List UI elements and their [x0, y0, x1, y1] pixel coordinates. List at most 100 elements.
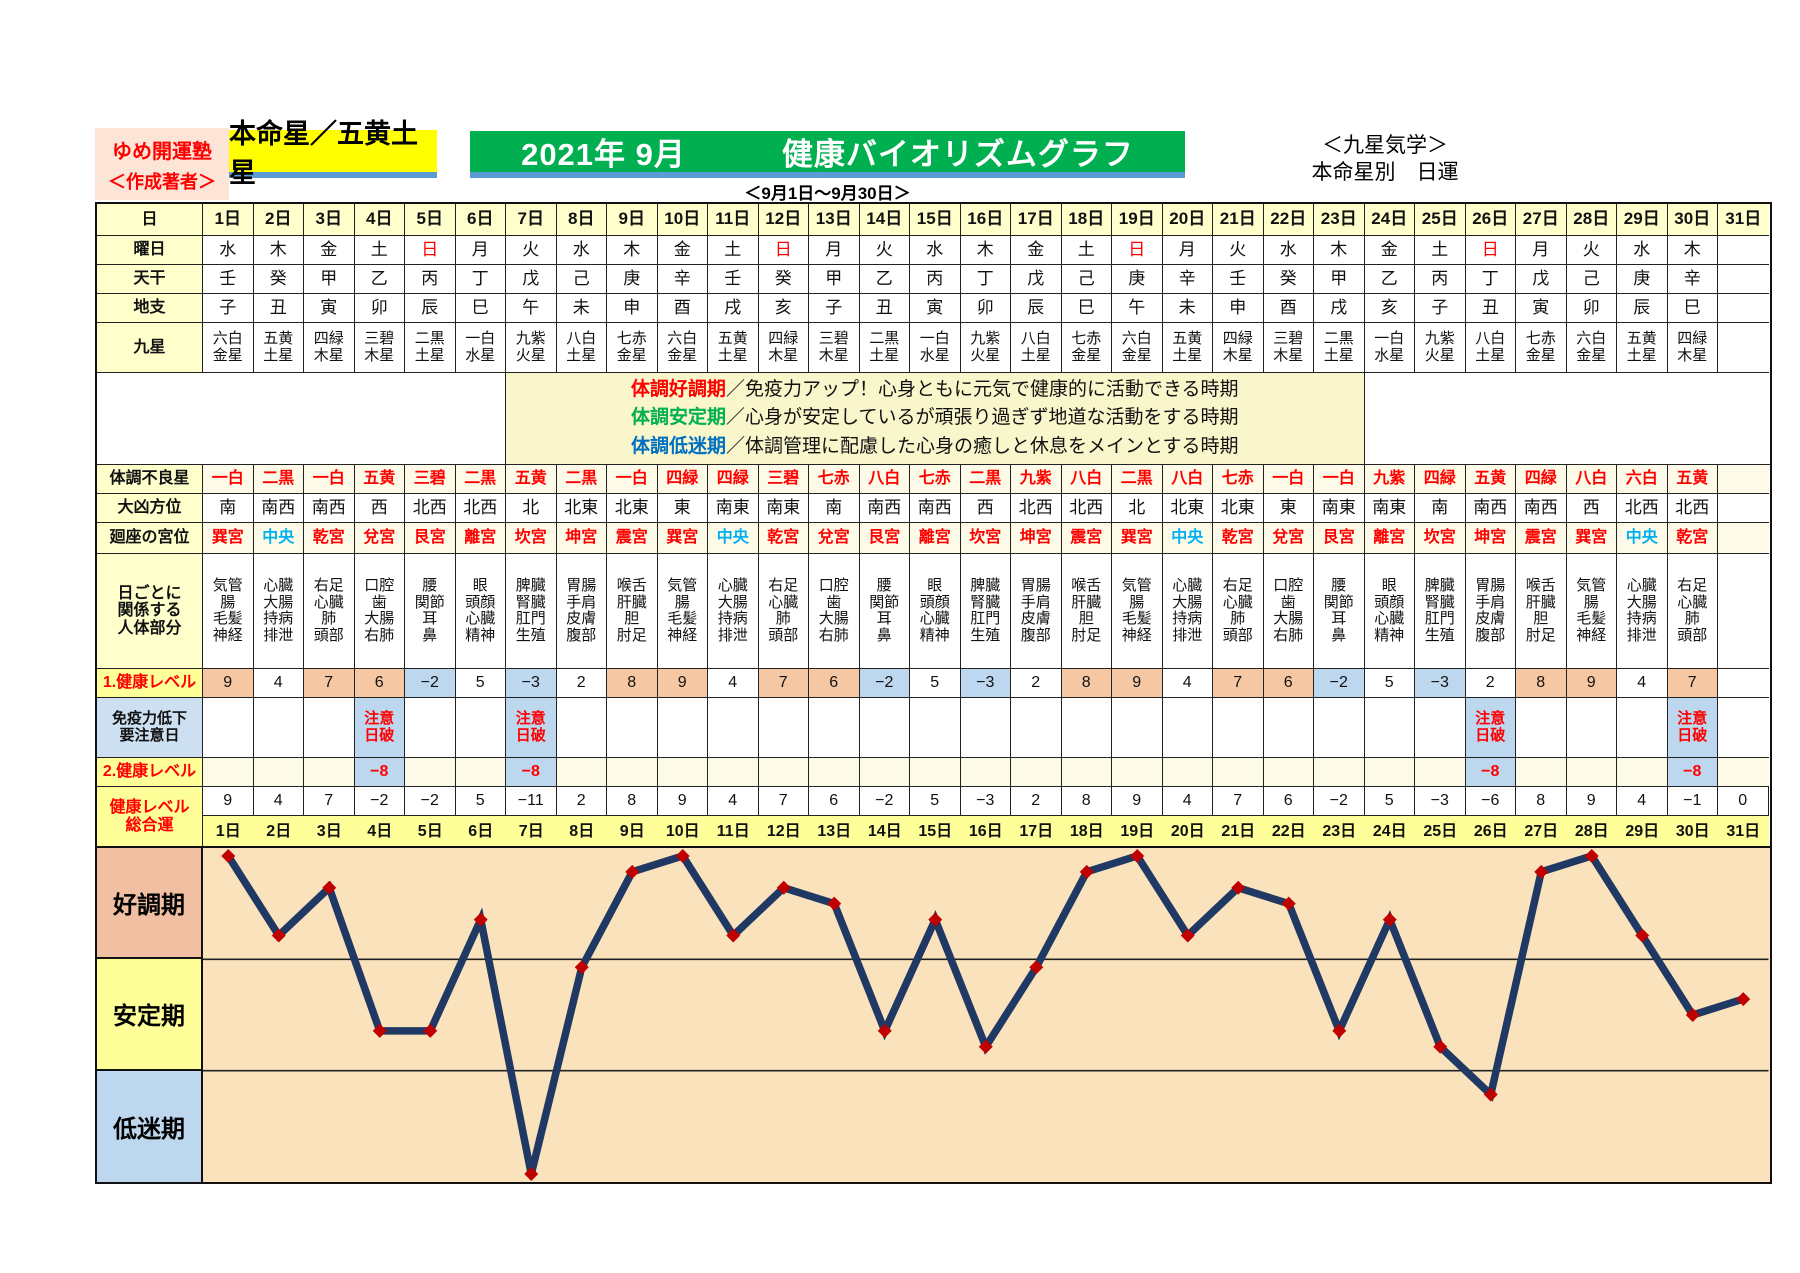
- chart-date-cell: 3日: [304, 816, 355, 848]
- weekday-cell: 月: [1162, 236, 1213, 265]
- tenkan-cell: 戊: [506, 265, 557, 294]
- day-cell: 11日: [708, 204, 759, 236]
- body-cell: 脾臓 腎臓 肛門 生殖: [1415, 554, 1466, 669]
- data-point-marker: [1685, 1008, 1700, 1022]
- day-cell: 15日: [910, 204, 961, 236]
- chishi-cell: 子: [1415, 294, 1466, 323]
- honmeisei-box: 本命星／五黄土星: [229, 119, 437, 188]
- level1-cell: 4: [253, 669, 304, 698]
- level1-cell: 8: [1516, 669, 1567, 698]
- body-cell: [1718, 554, 1769, 669]
- level1-cell: 5: [455, 669, 506, 698]
- data-point-marker: [574, 960, 589, 975]
- weekday-cell: 月: [809, 236, 860, 265]
- kyusei-label: 九星: [97, 323, 203, 373]
- furyo-cell: 一白: [203, 465, 254, 494]
- furyo-cell: 一白: [607, 465, 658, 494]
- weekday-cell: 水: [910, 236, 961, 265]
- menneki-cell: [556, 698, 607, 758]
- tenkan-cell: 壬: [708, 265, 759, 294]
- data-point-marker: [1534, 864, 1549, 879]
- chart-date-cell: 16日: [960, 816, 1011, 848]
- body-cell: 右足 心臓 肺 頭部: [1213, 554, 1264, 669]
- hoi-cell: 南西: [1465, 494, 1516, 523]
- chart-date-cell: 23日: [1314, 816, 1365, 848]
- sogo-cell: 9: [1566, 787, 1617, 816]
- level2-cell: [1718, 758, 1769, 787]
- body-cell: 右足 心臓 肺 頭部: [304, 554, 355, 669]
- kyusei-cell: 二黒 土星: [1314, 323, 1365, 373]
- day-cell: 13日: [809, 204, 860, 236]
- chart-date-cell: 18日: [1061, 816, 1112, 848]
- kyusei-cell: 四緑 木星: [1667, 323, 1718, 373]
- weekday-cell: 水: [1263, 236, 1314, 265]
- data-point-marker: [524, 1167, 539, 1182]
- chart-date-cell: 9日: [607, 816, 658, 848]
- kyusei-cell: 三碧 木星: [809, 323, 860, 373]
- kyui-cell: 巽宮: [657, 523, 708, 554]
- kyusei-cell: 八白 土星: [1465, 323, 1516, 373]
- furyo-cell: 八白: [1566, 465, 1617, 494]
- furyo-cell: 一白: [1314, 465, 1365, 494]
- chishi-cell: 卯: [1566, 294, 1617, 323]
- legend-desc: ／体調管理に配慮した心身の癒しと休息をメインとする時期: [726, 435, 1239, 457]
- sogo-day-column: −2 4日: [354, 787, 405, 848]
- kyusei-cell: 五黄 土星: [253, 323, 304, 373]
- chart-date-cell: 24日: [1364, 816, 1415, 848]
- level2-cell: [1364, 758, 1415, 787]
- kyui-cell: 兌宮: [809, 523, 860, 554]
- legend-item: 体調安定期／心身が安定しているが頑張り過ぎず地道な活動をする時期: [631, 404, 1238, 432]
- menneki-cell: [809, 698, 860, 758]
- sogo-day-column: −2 23日: [1314, 787, 1365, 848]
- sogo-cell: 0: [1718, 787, 1769, 816]
- sogo-cell: 2: [556, 787, 607, 816]
- row-hoi: 大凶方位南南西 南西西北西 北西北北東 北東東南東 南東南南西 南西西北西 北西北北東 北東東…: [97, 494, 1770, 523]
- level1-cell: [1718, 669, 1769, 698]
- level2-cell: [556, 758, 607, 787]
- sogo-day-column: −3 16日: [960, 787, 1011, 848]
- day-cell: 17日: [1011, 204, 1062, 236]
- sogo-cell: 4: [708, 787, 759, 816]
- level2-cell: −8: [506, 758, 557, 787]
- sogo-cell: 8: [1516, 787, 1567, 816]
- data-point-marker: [1736, 992, 1751, 1007]
- sogo-cell: 7: [304, 787, 355, 816]
- level2-cell: [607, 758, 658, 787]
- body-cell: 気管 腸 毛髪 神経: [203, 554, 254, 669]
- sogo-day-column: 7 3日: [304, 787, 355, 848]
- chishi-cell: 戌: [1314, 294, 1365, 323]
- sogo-cell: 5: [455, 787, 506, 816]
- level1-cell: −3: [1415, 669, 1466, 698]
- data-point-marker: [827, 896, 842, 911]
- kyui-cell: 坎宮: [506, 523, 557, 554]
- menneki-cell: [1314, 698, 1365, 758]
- chishi-cell: 酉: [657, 294, 708, 323]
- body-cell: 気管 腸 毛髪 神経: [1566, 554, 1617, 669]
- menneki-cell: [1364, 698, 1415, 758]
- tenkan-cell: [1718, 265, 1769, 294]
- chart-date-cell: 4日: [354, 816, 405, 848]
- sogo-cell: 9: [203, 787, 254, 816]
- data-point-marker: [1130, 848, 1145, 863]
- menneki-cell: [455, 698, 506, 758]
- chart-date-cell: 1日: [203, 816, 254, 848]
- menneki-cell: [1061, 698, 1112, 758]
- menneki-cell: [405, 698, 456, 758]
- chart-date-cell: 22日: [1263, 816, 1314, 848]
- kyui-cell: 艮宮: [859, 523, 910, 554]
- chishi-cell: 亥: [758, 294, 809, 323]
- sogo-cell: 4: [1162, 787, 1213, 816]
- hoi-cell: 南: [1415, 494, 1466, 523]
- tenkan-cell: 己: [1061, 265, 1112, 294]
- kyui-cell: 坎宮: [960, 523, 1011, 554]
- hoi-cell: 北西: [405, 494, 456, 523]
- tenkan-cell: 丙: [1415, 265, 1466, 294]
- data-point-marker: [1584, 848, 1599, 863]
- tenkan-cell: 庚: [1617, 265, 1668, 294]
- level1-cell: 6: [809, 669, 860, 698]
- furyo-cell: 六白: [1617, 465, 1668, 494]
- weekday-cell: 火: [1566, 236, 1617, 265]
- kyui-cell: 震宮: [607, 523, 658, 554]
- sogo-day-column: −2 5日: [405, 787, 456, 848]
- data-point-marker: [1433, 1039, 1448, 1054]
